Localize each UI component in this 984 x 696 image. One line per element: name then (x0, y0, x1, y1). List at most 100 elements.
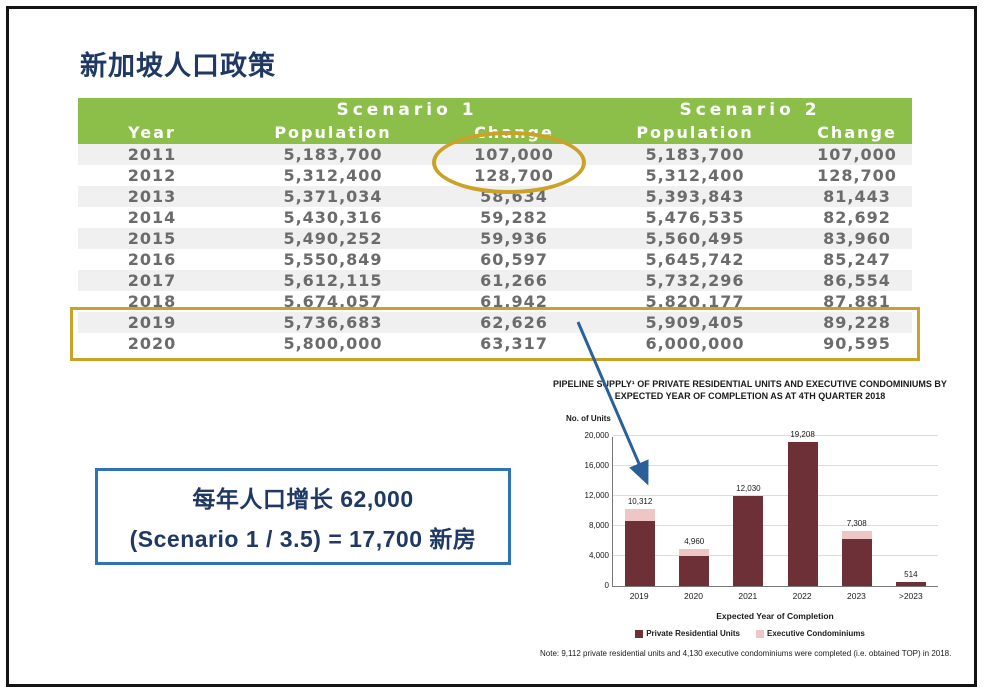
table-cell: 107,000 (474, 145, 554, 164)
bar-value-label: 12,030 (736, 484, 761, 494)
bar-value-label: 10,312 (627, 497, 653, 507)
bar-2023: 7,308 (834, 437, 880, 587)
table-cell: 83,960 (823, 229, 891, 248)
table-cell: 5,476,535 (645, 208, 745, 227)
table-cell: 5,371,034 (283, 187, 383, 206)
x-tick-label: 2020 (684, 591, 703, 602)
table-cell: 128,700 (817, 166, 897, 185)
bar-2020: 4,960 (671, 437, 717, 587)
table-cell: 2020 (127, 334, 177, 353)
table-corner-cell (78, 98, 226, 121)
private-units-swatch-icon (635, 629, 644, 638)
table-cell: 2018 (127, 292, 177, 311)
column-header-change-1: Change (440, 121, 588, 144)
x-tick-label: 2021 (738, 591, 758, 602)
bar-segment-private-residential (841, 539, 872, 587)
bar-segment-private-residential (679, 556, 710, 587)
bar-segment-private-residential (625, 521, 656, 587)
table-cell: 59,936 (480, 229, 548, 248)
table-row: 2020 5,800,000 63,317 6,000,000 90,595 (78, 333, 912, 354)
chart-note: Note: 9,112 private residential units an… (540, 649, 952, 659)
table-cell: 61,266 (480, 271, 548, 290)
column-header-population-1: Population (226, 121, 440, 144)
table-cell: 62,626 (480, 313, 548, 332)
y-tick-label: 4,000 (588, 551, 609, 561)
table-cell: 5,820,177 (645, 292, 745, 311)
table-cell: 6,000,000 (645, 334, 745, 353)
population-table: Scenario 1 Scenario 2 Year Population Ch… (78, 98, 912, 354)
gridline (613, 465, 938, 467)
table-cell: 2013 (127, 187, 177, 206)
table-cell: 128,700 (474, 166, 554, 185)
column-header-row: Year Population Change Population Change (78, 121, 912, 144)
y-axis-title: No. of Units (566, 414, 611, 424)
bar-value-label: 514 (904, 570, 918, 580)
table-row: 2016 5,550,849 60,597 5,645,742 85,247 (78, 249, 912, 270)
table-cell: 2017 (127, 271, 177, 290)
chart-bars: 10,312 4,960 12,030 19,208 7,308 514 (613, 430, 938, 587)
bar-stack (841, 531, 872, 587)
legend-label-private: Private Residential Units (646, 629, 740, 639)
x-axis-title: Expected Year of Completion (716, 611, 834, 622)
executive-condo-swatch-icon (756, 629, 764, 638)
table-cell: 61,942 (480, 292, 548, 311)
y-tick-label: 16,000 (584, 461, 609, 471)
table-cell: 63,317 (480, 334, 548, 353)
table-cell: 81,443 (823, 187, 891, 206)
table-cell: 2015 (127, 229, 177, 248)
table-cell: 5,183,700 (645, 145, 745, 164)
bar-stack (895, 582, 926, 587)
pipeline-supply-chart: PIPELINE SUPPLY¹ OF PRIVATE RESIDENTIAL … (540, 378, 968, 659)
table-cell: 5,800,000 (283, 334, 383, 353)
bar-segment-executive-condominiums (625, 509, 656, 522)
bar-stack (733, 496, 764, 587)
table-row: 2017 5,612,115 61,266 5,732,296 86,554 (78, 270, 912, 291)
scenario1-header: Scenario 1 (226, 98, 588, 121)
callout-box: 每年人口增长 62,000 (Scenario 1 / 3.5) = 17,70… (95, 468, 511, 565)
page-title: 新加坡人口政策 (80, 51, 276, 81)
table-cell: 5,612,115 (283, 271, 383, 290)
table-row: 2011 5,183,700 107,000 5,183,700 107,000 (78, 144, 912, 165)
table-cell: 87,881 (823, 292, 891, 311)
x-tick-label: 2023 (847, 591, 866, 602)
column-header-population-2: Population (588, 121, 802, 144)
y-tick-label: 20,000 (584, 431, 609, 441)
bar->2023: 514 (888, 437, 934, 587)
table-cell: 5,312,400 (645, 166, 745, 185)
gridline (613, 555, 938, 557)
bar-segment-executive-condominiums (841, 531, 872, 540)
gridline (613, 435, 938, 437)
callout-line-1: 每年人口增长 62,000 (192, 485, 414, 512)
chart-xlabels: 2019 2020 2021 2022 2023 >2023 (612, 591, 938, 601)
table-cell: 5,490,252 (283, 229, 383, 248)
x-tick-label: >2023 (898, 591, 923, 602)
table-cell: 2019 (127, 313, 177, 332)
table-cell: 5,560,495 (645, 229, 745, 248)
gridline (613, 525, 938, 527)
table-cell: 5,430,316 (283, 208, 383, 227)
bar-segment-private-residential (787, 442, 818, 587)
bar-stack (787, 442, 818, 587)
bar-stack (679, 549, 710, 587)
legend-label-ec: Executive Condominiums (767, 629, 865, 639)
bar-value-label: 4,960 (684, 537, 705, 547)
table-cell: 90,595 (823, 334, 891, 353)
bar-2022: 19,208 (780, 430, 826, 587)
table-row: 2014 5,430,316 59,282 5,476,535 82,692 (78, 207, 912, 228)
table-cell: 5,736,683 (283, 313, 383, 332)
chart-legend: Private Residential Units Executive Cond… (540, 629, 960, 638)
scenario2-header: Scenario 2 (588, 98, 912, 121)
population-table-body: 2011 5,183,700 107,000 5,183,700 107,000 2012… (78, 144, 912, 354)
table-row: 2019 5,736,683 62,626 5,909,405 89,228 (78, 312, 912, 333)
y-tick-label: 8,000 (588, 521, 609, 531)
legend-item-ec: Executive Condominiums (756, 629, 865, 638)
legend-item-private: Private Residential Units (635, 629, 740, 638)
table-cell: 5,645,742 (645, 250, 745, 269)
table-cell: 5,732,296 (645, 271, 745, 290)
chart-title: PIPELINE SUPPLY¹ OF PRIVATE RESIDENTIAL … (553, 379, 947, 402)
x-tick-label: 2022 (792, 591, 812, 602)
table-row: 2012 5,312,400 128,700 5,312,400 128,700 (78, 165, 912, 186)
table-cell: 107,000 (817, 145, 897, 164)
table-cell: 2011 (127, 145, 177, 164)
bar-stack (625, 509, 656, 587)
